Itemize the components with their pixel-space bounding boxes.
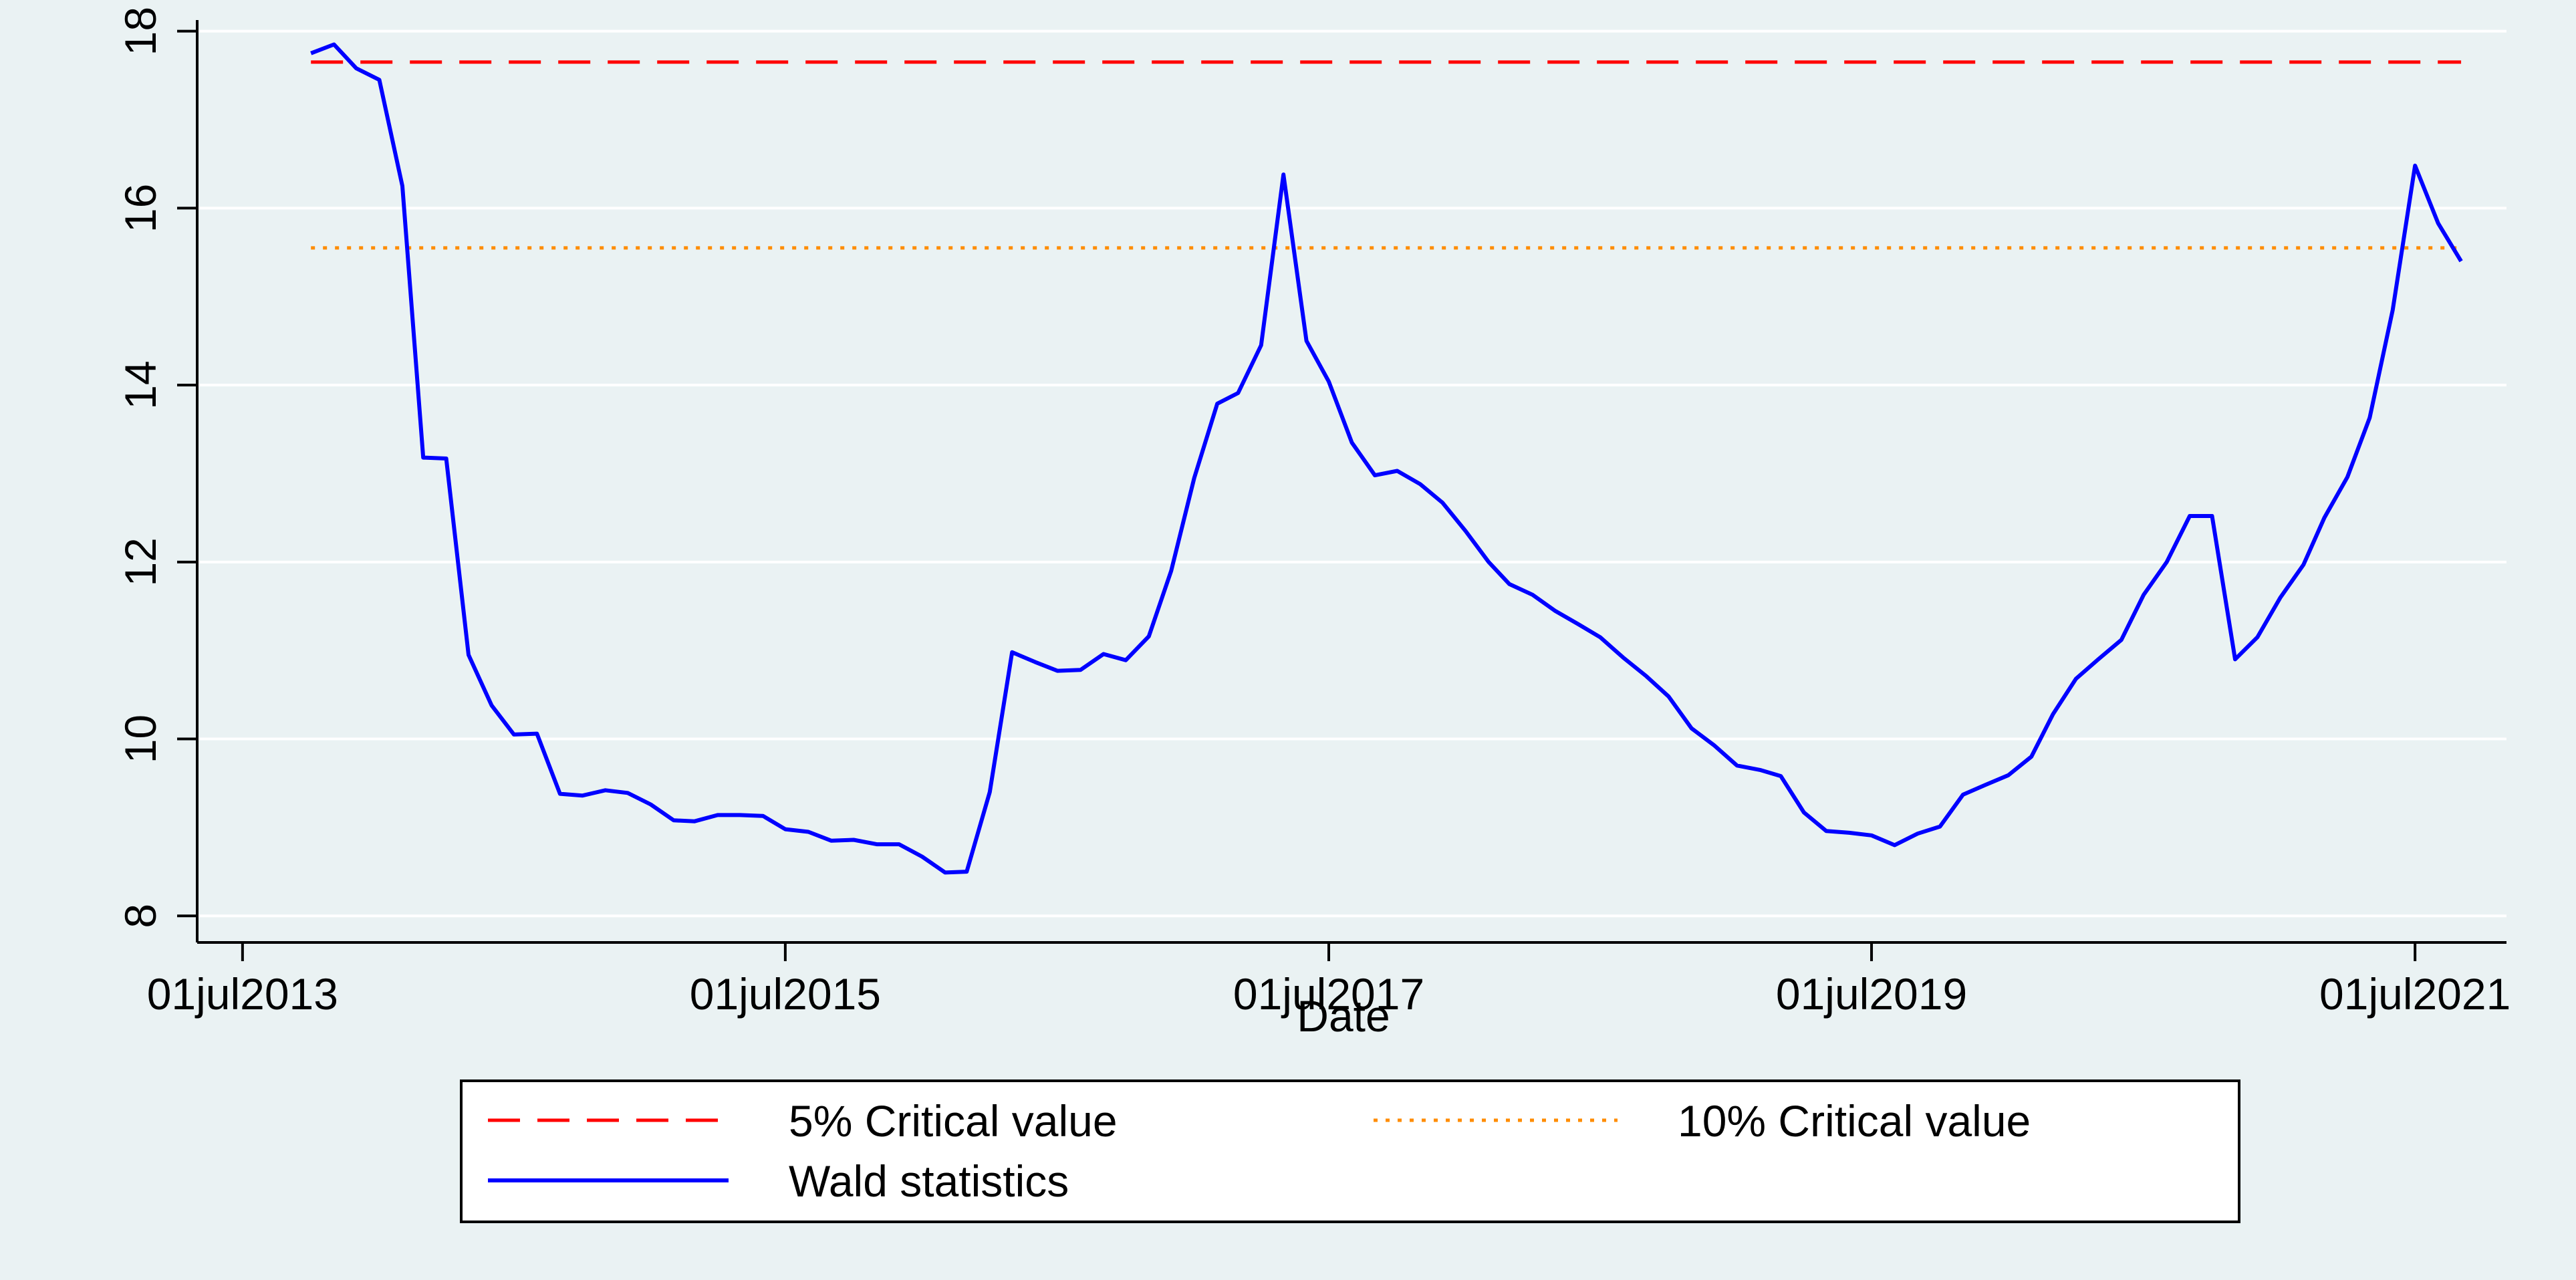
x-tick-label: 01jul2013 [147, 969, 338, 1019]
y-tick-label: 16 [116, 184, 165, 233]
y-tick-label: 12 [116, 537, 165, 586]
legend-label-10pct-critical-value: 10% Critical value [1678, 1096, 2031, 1146]
x-tick-label: 01jul2017 [1233, 969, 1424, 1019]
gridlines [197, 29, 2506, 918]
y-tick-label: 8 [116, 904, 165, 928]
legend: 5% Critical value 10% Critical value Wal… [460, 1079, 2240, 1223]
y-tick-label: 14 [116, 360, 165, 409]
x-tick-label: 01jul2015 [690, 969, 881, 1019]
series-line-wald-statistics [310, 42, 2463, 875]
x-tick-label: 01jul2021 [2319, 969, 2510, 1019]
series-layer [310, 42, 2463, 875]
y-tick-label: 10 [116, 715, 165, 763]
x-tick-label: 01jul2019 [1776, 969, 1967, 1019]
plot-area [197, 27, 2506, 942]
y-tick-label: 18 [116, 7, 165, 55]
x-axis: 01jul2013 01jul2015 01jul2017 01jul2019 01ju… [147, 941, 2510, 1019]
legend-box [460, 1079, 2240, 1223]
legend-label-5pct-critical-value: 5% Critical value [789, 1096, 1118, 1146]
x-axis-title: Date [1297, 991, 1390, 1041]
y-axis: 8 10 12 14 16 18 [116, 7, 199, 942]
legend-label-wald-statistics: Wald statistics [789, 1156, 1069, 1206]
